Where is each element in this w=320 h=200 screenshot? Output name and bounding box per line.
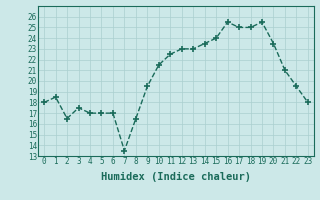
X-axis label: Humidex (Indice chaleur): Humidex (Indice chaleur) [101, 172, 251, 182]
